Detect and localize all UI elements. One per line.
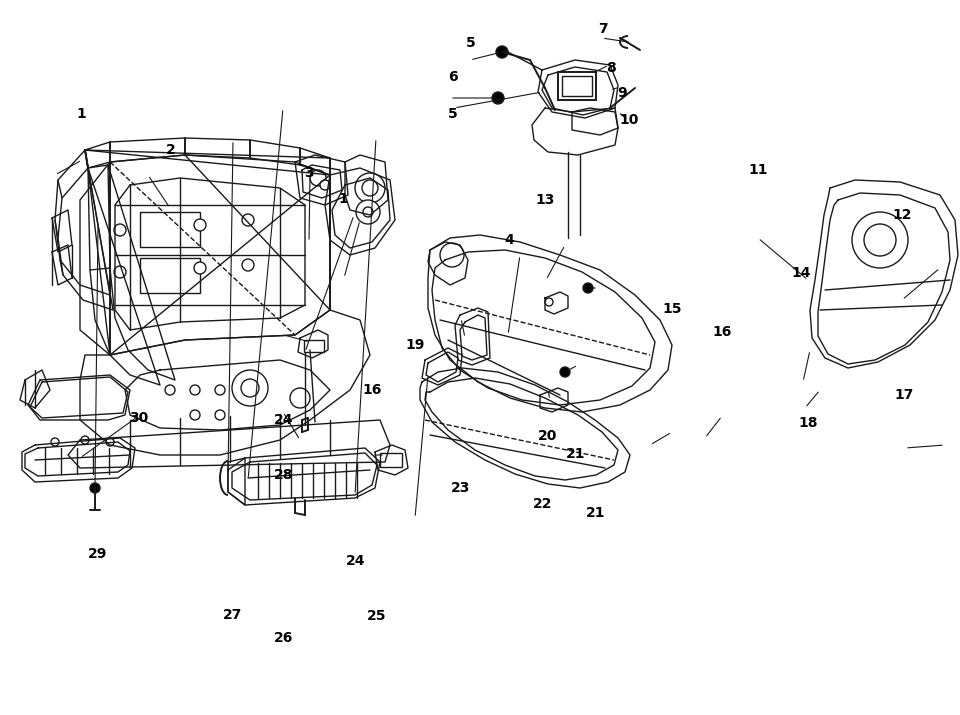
Text: 12: 12	[893, 207, 912, 222]
Text: 11: 11	[749, 163, 768, 177]
Text: 16: 16	[712, 325, 732, 339]
Text: 13: 13	[536, 193, 555, 207]
Text: 29: 29	[88, 547, 108, 561]
Bar	[304, 340, 324, 352]
Circle shape	[242, 259, 254, 271]
Text: 4: 4	[504, 232, 514, 247]
Circle shape	[106, 438, 114, 446]
Text: 21: 21	[586, 506, 605, 521]
Circle shape	[362, 180, 378, 196]
Text: 20: 20	[538, 429, 557, 443]
Text: 6: 6	[448, 70, 458, 84]
Circle shape	[90, 483, 100, 493]
Text: 30: 30	[130, 411, 149, 425]
Circle shape	[363, 207, 373, 217]
Text: 26: 26	[274, 631, 293, 645]
Circle shape	[852, 212, 908, 268]
Text: 1: 1	[77, 107, 86, 122]
Circle shape	[864, 224, 896, 256]
Text: 15: 15	[662, 302, 682, 316]
Circle shape	[290, 388, 310, 408]
Circle shape	[232, 370, 268, 406]
Text: 24: 24	[274, 413, 293, 428]
Bar	[380, 453, 402, 467]
Text: 1: 1	[339, 192, 348, 206]
Circle shape	[242, 214, 254, 226]
Text: 25: 25	[367, 609, 386, 623]
Bar	[140, 212, 200, 247]
Circle shape	[215, 410, 225, 420]
Text: 27: 27	[223, 608, 242, 622]
Circle shape	[496, 46, 508, 58]
Text: 16: 16	[363, 383, 382, 397]
Text: 21: 21	[566, 447, 586, 461]
Circle shape	[194, 219, 206, 231]
Circle shape	[492, 92, 504, 104]
Bar	[558, 72, 596, 100]
Circle shape	[583, 283, 593, 293]
Circle shape	[114, 224, 126, 236]
Circle shape	[51, 438, 59, 446]
Text: 9: 9	[617, 86, 627, 100]
Text: 18: 18	[799, 416, 818, 430]
Text: 22: 22	[533, 497, 552, 511]
Circle shape	[190, 410, 200, 420]
Circle shape	[194, 262, 206, 274]
Text: 17: 17	[895, 388, 914, 402]
Bar	[140, 258, 200, 293]
Circle shape	[215, 385, 225, 395]
Circle shape	[310, 170, 326, 186]
Circle shape	[241, 379, 259, 397]
Circle shape	[545, 298, 553, 306]
Text: 7: 7	[598, 21, 608, 36]
Text: 23: 23	[451, 480, 470, 495]
Text: 10: 10	[619, 113, 638, 127]
Text: 24: 24	[346, 554, 365, 568]
Text: 8: 8	[606, 61, 615, 75]
Text: 3: 3	[304, 166, 314, 180]
Text: 14: 14	[792, 266, 811, 280]
Circle shape	[320, 180, 330, 190]
Circle shape	[114, 266, 126, 278]
Text: 5: 5	[448, 107, 458, 122]
Circle shape	[190, 385, 200, 395]
Circle shape	[355, 173, 385, 203]
Circle shape	[81, 436, 89, 444]
Circle shape	[560, 367, 570, 377]
Circle shape	[165, 385, 175, 395]
Circle shape	[356, 200, 380, 224]
Text: 28: 28	[274, 468, 293, 483]
Circle shape	[440, 243, 464, 267]
Text: 2: 2	[166, 143, 176, 157]
Bar	[562, 76, 592, 96]
Text: 19: 19	[405, 337, 424, 352]
Text: 5: 5	[466, 36, 475, 50]
